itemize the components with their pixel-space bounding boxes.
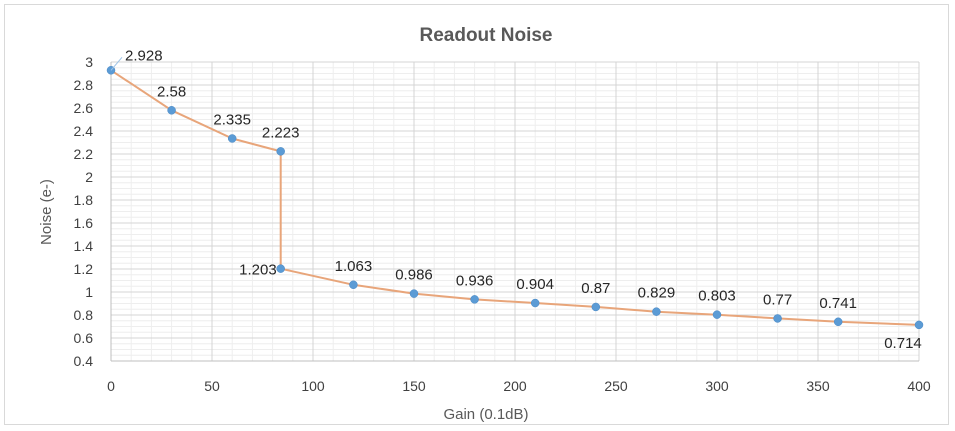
data-label: 0.87 <box>581 280 610 297</box>
x-tick-labels: 0 50 100 150 200 250 300 350 400 <box>107 378 931 394</box>
y-tick-label: 0.6 <box>74 330 94 346</box>
y-tick-label: 0.4 <box>74 353 94 369</box>
data-label: 0.936 <box>456 272 494 289</box>
axes <box>110 62 919 362</box>
x-tick-label: 50 <box>204 378 220 394</box>
data-point <box>530 298 540 308</box>
x-tick-label: 200 <box>503 378 527 394</box>
data-point <box>712 310 722 319</box>
y-tick-label: 3 <box>85 54 93 70</box>
y-tick-label: 1 <box>85 284 93 300</box>
x-tick-label: 0 <box>107 378 115 394</box>
y-tick-label: 0.8 <box>74 307 94 323</box>
y-axis-title: Noise (e-) <box>38 179 55 245</box>
data-label: 0.714 <box>884 335 922 352</box>
data-label: 0.741 <box>819 295 857 312</box>
data-point <box>591 302 601 312</box>
data-point <box>409 289 419 298</box>
data-point <box>276 147 285 156</box>
y-tick-label: 1.4 <box>74 238 94 254</box>
y-tick-label: 2.8 <box>74 77 94 93</box>
data-label: 0.803 <box>698 288 736 305</box>
data-label: 1.063 <box>335 258 373 275</box>
data-point <box>773 314 782 323</box>
chart-title: Readout Noise <box>419 25 552 46</box>
y-tick-label: 2 <box>85 169 93 185</box>
x-tick-label: 350 <box>806 378 830 394</box>
data-label: 1.203 <box>239 262 277 279</box>
data-label: 0.829 <box>638 285 676 302</box>
data-point <box>833 317 843 327</box>
y-tick-label: 2.2 <box>74 146 94 162</box>
y-tick-label: 2.6 <box>74 100 94 116</box>
data-label: 2.223 <box>262 124 300 141</box>
y-tick-label: 1.8 <box>74 192 94 208</box>
x-tick-label: 400 <box>907 378 931 394</box>
y-tick-label: 1.6 <box>74 215 94 231</box>
y-tick-label: 1.2 <box>74 261 94 277</box>
data-label: 2.335 <box>213 111 251 128</box>
data-label: 0.986 <box>395 267 433 284</box>
x-axis-title: Gain (0.1dB) <box>443 406 528 423</box>
label-leader-line <box>110 56 123 71</box>
y-tick-labels: 0.4 0.6 0.8 1 1.2 1.4 1.6 1.8 2 2.2 2.4 2.6 2.8 3 <box>74 54 94 369</box>
data-labels: 2.928 2.58 2.335 2.223 1.203 1.063 0.986 0.936 0… <box>110 47 922 352</box>
x-tick-label: 150 <box>402 378 426 394</box>
data-point <box>470 295 479 304</box>
y-tick-label: 2.4 <box>74 123 94 139</box>
x-tick-label: 300 <box>705 378 729 394</box>
data-point <box>652 307 661 316</box>
data-label: 2.928 <box>125 47 163 64</box>
data-point <box>349 280 358 290</box>
data-label: 0.904 <box>516 276 554 293</box>
x-tick-label: 100 <box>301 378 325 394</box>
data-point <box>227 134 237 143</box>
data-label: 0.77 <box>763 291 792 308</box>
data-label: 2.58 <box>157 83 186 100</box>
x-tick-label: 250 <box>604 378 628 394</box>
data-point <box>167 106 176 115</box>
data-point <box>914 320 924 330</box>
data-markers <box>106 66 924 330</box>
data-point <box>276 264 285 273</box>
